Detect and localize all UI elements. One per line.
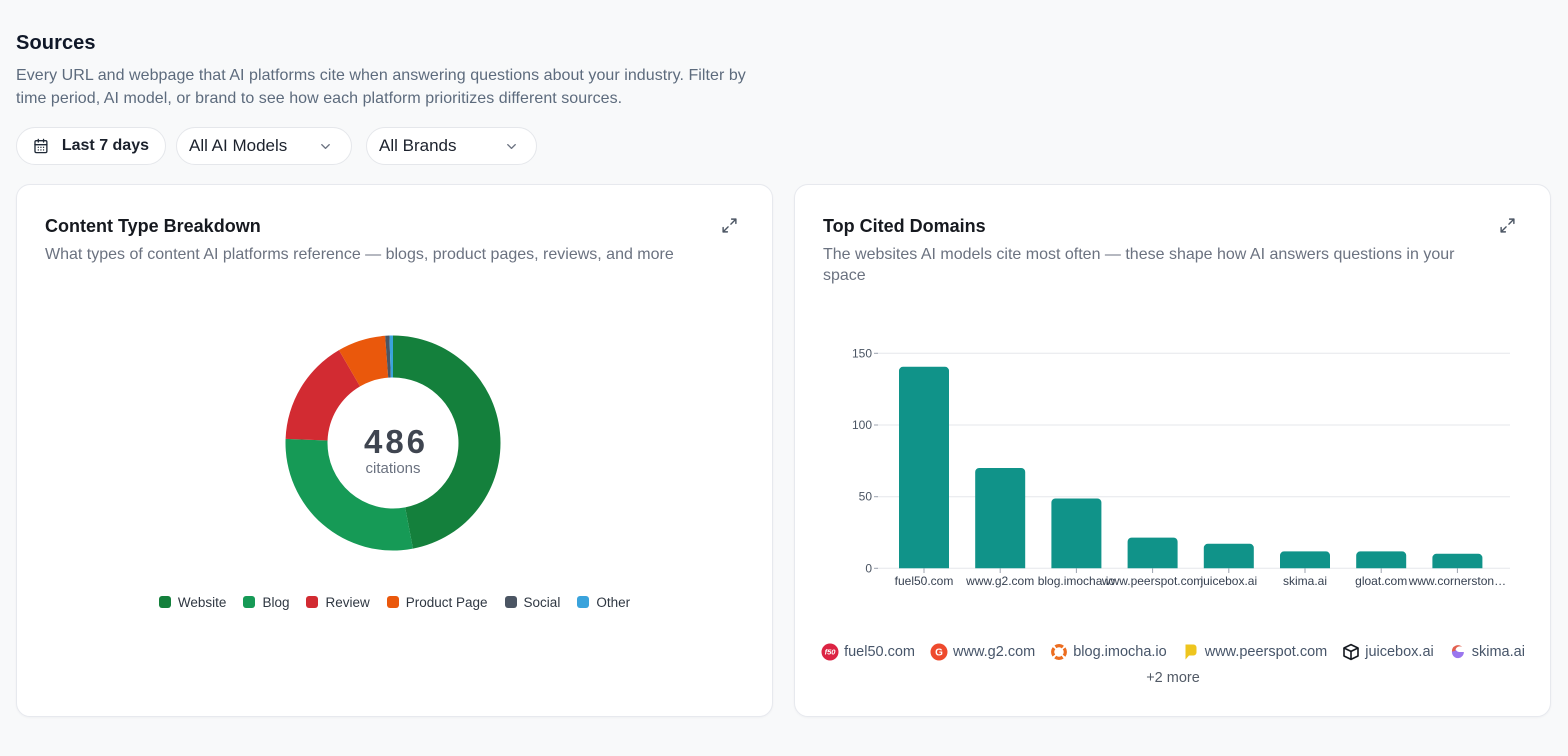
svg-text:f50: f50 [825,648,837,657]
svg-text:50: 50 [859,490,873,504]
svg-text:G: G [935,648,943,659]
svg-text:150: 150 [852,347,872,361]
svg-text:juicebox.ai: juicebox.ai [1199,574,1257,588]
svg-text:100: 100 [852,418,872,432]
svg-text:www.cornerston…: www.cornerston… [1408,574,1506,588]
svg-text:0: 0 [865,561,872,575]
svg-text:blog.imocha.io: blog.imocha.io [1038,574,1116,588]
svg-text:gloat.com: gloat.com [1355,574,1407,588]
svg-text:www.g2.com: www.g2.com [965,574,1034,588]
svg-text:www.peerspot.com: www.peerspot.com [1101,574,1203,588]
svg-text:skima.ai: skima.ai [1283,574,1327,588]
svg-text:fuel50.com: fuel50.com [895,574,954,588]
